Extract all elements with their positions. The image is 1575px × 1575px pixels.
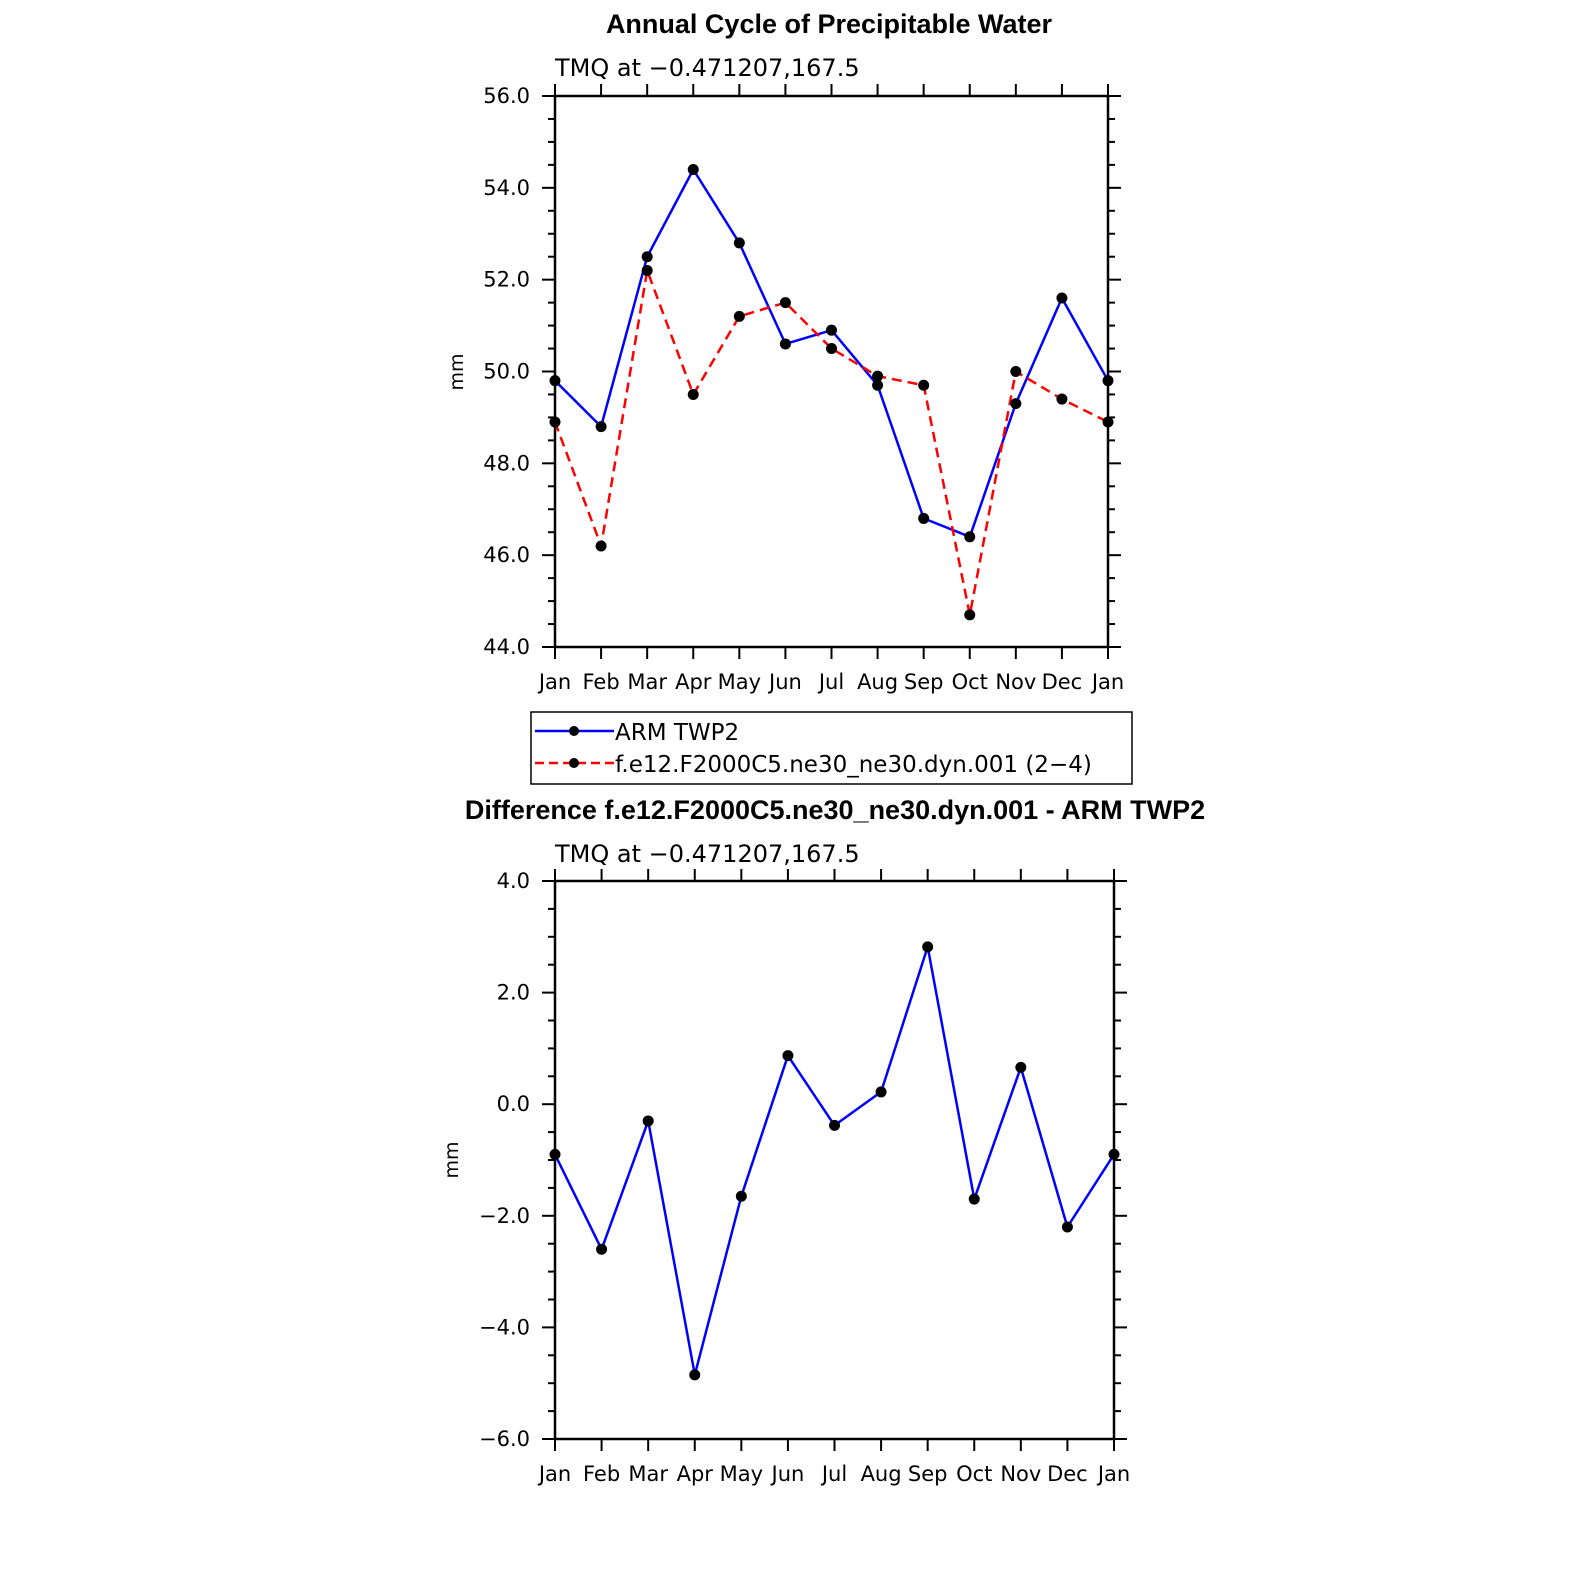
x-tick-label: Nov [1000,1462,1041,1486]
y-tick-label: 48.0 [483,451,530,475]
y-tick-label: 4.0 [497,869,530,893]
y-tick-label: −4.0 [479,1315,530,1339]
data-point [687,163,699,175]
chart-subtitle: TMQ at −0.471207,167.5 [554,840,860,868]
x-tick-label: Apr [675,670,712,694]
legend-box [530,711,1133,785]
data-point [918,379,930,391]
x-tick-label: Jul [820,1462,847,1486]
legend-label-model: f.e12.F2000C5.ne30_ne30.dyn.001 (2−4) [615,752,1092,778]
series-group [549,163,1114,621]
data-point [641,264,653,276]
x-tick-label: Feb [583,1462,620,1486]
x-tick-label: Feb [582,670,619,694]
plot-frame [553,879,1116,1441]
precipitable-water-chart: Annual Cycle of Precipitable Water TMQ a… [446,9,1133,785]
data-point [689,1369,701,1381]
plot-frame [553,94,1110,649]
data-point [1010,366,1022,377]
data-point [735,1190,747,1202]
x-tick-label: Aug [857,670,898,694]
data-point [918,512,930,524]
y-tick-label: 0.0 [497,1092,530,1116]
data-point [1010,398,1022,410]
x-tick-label: Jul [817,670,844,694]
x-tick-label: Oct [956,1462,992,1486]
data-point [826,343,837,355]
x-tick-label: Jun [767,670,802,694]
x-tick-label: Apr [677,1462,714,1486]
x-tick-label: May [718,670,761,694]
legend-marker-arm-twp2 [569,726,579,736]
tick-labels: −6.0 −4.0 −2.0 0.0 2.0 4.0 Jan Feb Mar Apr May Jun J… [479,869,1130,1486]
data-point [1056,393,1068,405]
data-point [779,297,791,309]
data-point [872,370,884,382]
x-tick-label: Dec [1047,1462,1088,1486]
series-line [553,945,1116,1377]
y-tick-label: −2.0 [479,1204,530,1228]
data-point [733,310,745,322]
x-tick-label: Dec [1042,670,1083,694]
data-point [1056,292,1068,304]
data-point [687,388,699,400]
y-tick-label: 56.0 [483,84,530,108]
y-tick-label: 46.0 [483,543,530,567]
x-tick-label: Mar [627,670,667,694]
data-point [641,251,653,263]
x-tick-label: May [720,1462,763,1486]
y-tick-label: 2.0 [497,981,530,1005]
x-tick-label: Jan [537,670,571,694]
x-tick-label: Sep [904,670,944,694]
chart-title: Difference f.e12.F2000C5.ne30_ne30.dyn.0… [465,795,1205,825]
data-point [968,1193,980,1205]
y-axis-label: mm [446,353,468,390]
data-point [733,237,745,249]
y-tick-label: 44.0 [483,635,530,659]
data-point [964,609,976,621]
series-group [549,941,1120,1381]
data-point [596,1243,608,1255]
data-point [875,1086,887,1098]
y-tick-label: −6.0 [479,1427,530,1451]
data-point [779,338,791,350]
x-tick-label: Mar [628,1462,668,1486]
data-point [964,531,976,543]
x-tick-label: Aug [861,1462,902,1486]
data-point [829,1119,840,1131]
data-point [922,941,934,953]
legend-label-arm-twp2: ARM TWP2 [615,720,739,746]
x-tick-label: Sep [908,1462,948,1486]
y-tick-label: 50.0 [483,360,530,384]
data-point [1015,1061,1027,1073]
y-axis-label: mm [441,1141,463,1178]
y-tick-label: 52.0 [483,268,530,292]
chart-title: Annual Cycle of Precipitable Water [606,9,1053,39]
x-tick-label: Nov [995,670,1036,694]
data-point [826,324,837,336]
x-tick-label: Jan [1096,1462,1130,1486]
data-point [642,1115,654,1127]
axis-ticks [542,869,1127,1451]
x-tick-label: Jun [770,1462,805,1486]
y-tick-label: 54.0 [483,176,530,200]
axis-ticks [542,84,1121,659]
data-point [595,421,607,433]
data-point [595,540,607,552]
legend-marker-model [569,758,579,768]
x-tick-label: Jan [1090,670,1124,694]
legend: ARM TWP2 f.e12.F2000C5.ne30_ne30.dyn.001… [530,711,1133,785]
data-point [1061,1221,1073,1233]
difference-chart: Difference f.e12.F2000C5.ne30_ne30.dyn.0… [441,795,1205,1486]
tick-labels: 44.0 46.0 48.0 50.0 52.0 54.0 56.0 Jan Feb Mar Apr… [483,84,1124,694]
data-point [872,379,884,391]
series-line [553,269,1109,617]
x-tick-label: Oct [952,670,988,694]
data-point [782,1050,794,1062]
x-tick-label: Jan [537,1462,571,1486]
chart-subtitle: TMQ at −0.471207,167.5 [554,54,860,82]
